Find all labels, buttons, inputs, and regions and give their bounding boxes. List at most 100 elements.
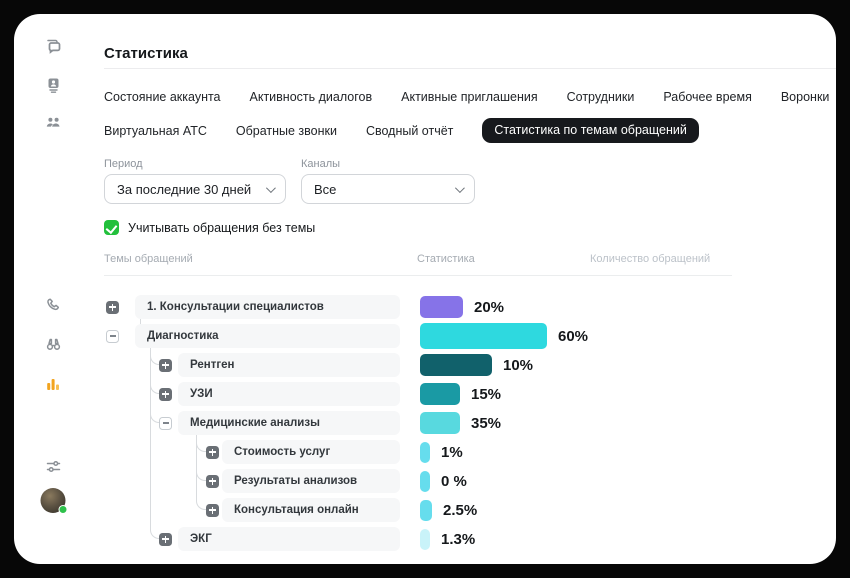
channels-value: Все: [314, 181, 337, 197]
tab-account-state[interactable]: Состояние аккаунта: [104, 90, 221, 104]
expand-icon[interactable]: [206, 445, 219, 459]
topic-label: УЗИ: [190, 388, 213, 400]
table-row: Медицинские анализы 35%: [104, 411, 764, 435]
table-row: Диагностика 60%: [104, 323, 764, 349]
tab-summary-report[interactable]: Сводный отчёт: [365, 123, 454, 138]
tabs-row-1: Состояние аккаунта Активность диалогов А…: [104, 89, 836, 105]
table-row: Стоимость услуг 1%: [104, 440, 764, 464]
topic-pill: УЗИ: [178, 382, 400, 406]
stat-bar: [420, 499, 432, 521]
expand-icon[interactable]: [159, 358, 172, 372]
topic-label: ЭКГ: [190, 533, 212, 545]
expand-icon[interactable]: [106, 300, 119, 314]
topic-pill: Консультация онлайн: [222, 498, 400, 522]
channels-label: Каналы: [301, 158, 341, 170]
tab-virtual-pbx[interactable]: Виртуальная АТС: [104, 123, 207, 138]
period-value: За последние 30 дней: [117, 181, 252, 197]
tab-employees[interactable]: Сотрудники: [566, 90, 635, 104]
topic-pill: Медицинские анализы: [178, 411, 400, 435]
col-header-count: Количество обращений: [590, 253, 711, 265]
topic-label: Результаты анализов: [234, 475, 358, 487]
channels-filter: Каналы Все: [301, 158, 475, 204]
chat-icon[interactable]: [43, 36, 63, 56]
topic-label: Рентген: [190, 359, 235, 371]
include-no-topic-checkbox-row[interactable]: Учитывать обращения без темы: [104, 220, 836, 235]
tree-connector: [140, 319, 141, 325]
tab-dialog-activity[interactable]: Активность диалогов: [249, 90, 373, 104]
chevron-down-icon: [454, 182, 465, 193]
topic-label: Медицинские анализы: [190, 417, 320, 429]
expand-icon[interactable]: [159, 387, 172, 401]
topic-label: Диагностика: [147, 330, 219, 342]
checkbox-checked-icon[interactable]: [104, 220, 119, 235]
stat-bar: [420, 470, 430, 492]
col-header-topics: Темы обращений: [104, 253, 193, 265]
stat-bar: [420, 383, 460, 405]
tab-active-invitations[interactable]: Активные приглашения: [401, 90, 538, 104]
filters: Период За последние 30 дней Каналы Все: [104, 158, 836, 204]
topic-pill: Результаты анализов: [222, 469, 400, 493]
topics-tree: 1. Консультации специалистов 20% Диагнос…: [104, 295, 764, 551]
period-label: Период: [104, 158, 143, 170]
main-content: Статистика Состояние аккаунта Активность…: [104, 14, 836, 564]
stat-value: 1.3%: [441, 530, 476, 548]
app-window: Статистика Состояние аккаунта Активность…: [14, 14, 836, 564]
checkbox-label: Учитывать обращения без темы: [128, 220, 316, 235]
contact-card-icon[interactable]: [43, 75, 63, 95]
tab-callbacks[interactable]: Обратные звонки: [235, 123, 337, 138]
topic-label: 1. Консультации специалистов: [147, 301, 324, 313]
tab-working-hours[interactable]: Рабочее время: [663, 90, 752, 104]
period-select[interactable]: За последние 30 дней: [104, 174, 286, 204]
collapse-icon[interactable]: [159, 416, 172, 430]
period-filter: Период За последние 30 дней: [104, 158, 286, 204]
topic-label: Стоимость услуг: [234, 446, 331, 458]
stat-value: 20%: [474, 298, 505, 316]
topic-pill: 1. Консультации специалистов: [135, 295, 400, 319]
table-row: УЗИ 15%: [104, 382, 764, 406]
avatar[interactable]: [40, 488, 68, 514]
table-header: Темы обращений Статистика Количество обр…: [104, 253, 836, 267]
stat-value: 0 %: [441, 472, 467, 490]
chevron-down-icon: [265, 182, 276, 193]
stat-bar: [420, 528, 430, 550]
page-title: Статистика: [104, 45, 188, 62]
stat-value: 15%: [471, 385, 502, 403]
stat-value: 10%: [503, 356, 534, 374]
tree-connector: [196, 435, 197, 498]
bar-chart-icon[interactable]: [43, 374, 63, 394]
stat-value: 2.5%: [443, 501, 478, 519]
topic-pill: ЭКГ: [178, 527, 400, 551]
stat-bar: [420, 412, 460, 434]
online-status-dot: [58, 505, 68, 514]
tab-topic-statistics-active[interactable]: Статистика по темам обращений: [482, 118, 699, 143]
sliders-icon[interactable]: [43, 456, 63, 476]
stat-value: 60%: [558, 327, 589, 345]
collapse-icon[interactable]: [106, 329, 119, 343]
topic-pill: Рентген: [178, 353, 400, 377]
stat-bar: [420, 354, 492, 376]
expand-icon[interactable]: [159, 532, 172, 546]
table-row: 1. Консультации специалистов 20%: [104, 295, 764, 319]
tree-connector: [196, 498, 207, 510]
expand-icon[interactable]: [206, 474, 219, 488]
table-row: Рентген 10%: [104, 353, 764, 377]
users-icon[interactable]: [43, 112, 63, 132]
tree-connector: [196, 440, 207, 452]
channels-select[interactable]: Все: [301, 174, 475, 204]
stat-bar: [420, 441, 430, 463]
tab-funnels[interactable]: Воронки: [780, 90, 830, 104]
tree-connector: [150, 348, 151, 527]
binoculars-icon[interactable]: [43, 334, 63, 354]
stat-bar: [420, 296, 463, 318]
stat-bar: [420, 323, 547, 349]
stat-value: 35%: [471, 414, 502, 432]
expand-icon[interactable]: [206, 503, 219, 517]
stat-value: 1%: [441, 443, 463, 461]
table-row: ЭКГ 1.3%: [104, 527, 764, 551]
topic-pill: Стоимость услуг: [222, 440, 400, 464]
tree-connector: [196, 469, 207, 481]
sidebar: [14, 14, 92, 564]
phone-icon[interactable]: [43, 295, 63, 315]
table-row: Результаты анализов 0 %: [104, 469, 764, 493]
tabs-row-2: Виртуальная АТС Обратные звонки Сводный …: [104, 118, 836, 143]
